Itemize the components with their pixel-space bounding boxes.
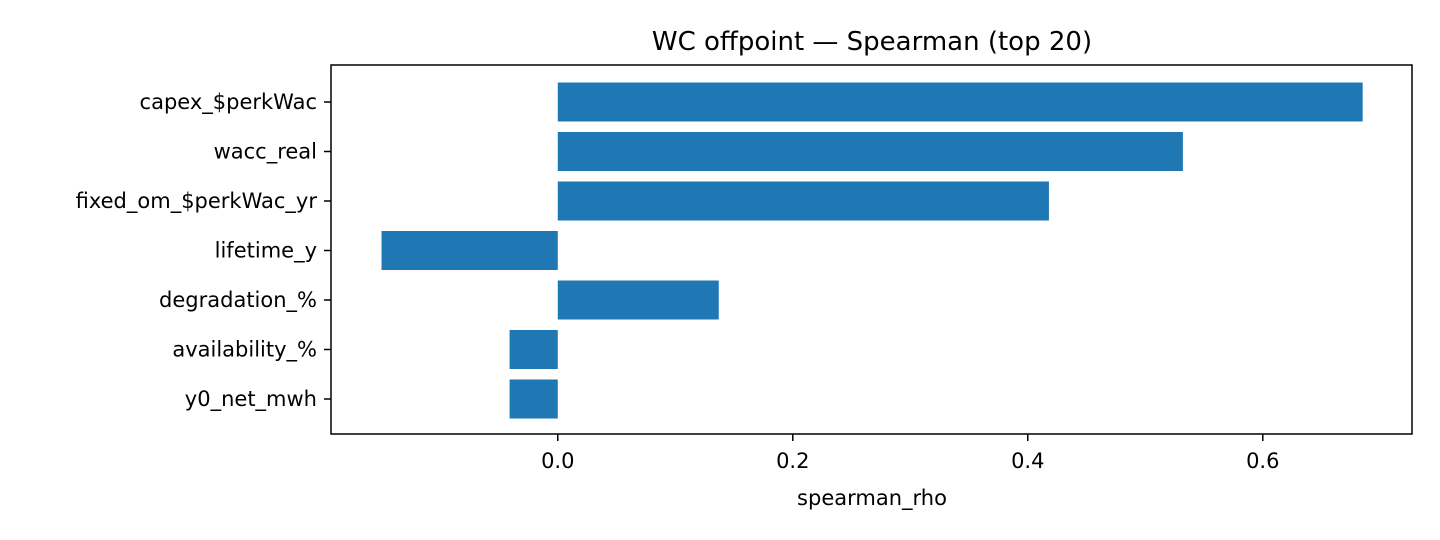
category-label: availability_% — [172, 338, 317, 363]
x-tick-label: 0.0 — [541, 449, 574, 473]
chart-title: WC offpoint — Spearman (top 20) — [652, 27, 1092, 57]
bar-2 — [557, 181, 1049, 221]
bars-group — [381, 82, 1363, 419]
category-label: lifetime_y — [215, 239, 317, 264]
plot-frame — [330, 64, 1413, 435]
x-axis-label: spearman_rho — [797, 486, 947, 511]
bar-4 — [557, 280, 719, 320]
category-label: wacc_real — [214, 140, 317, 165]
category-label: degradation_% — [159, 288, 317, 313]
category-label: y0_net_mwh — [185, 387, 317, 412]
bar-6 — [509, 379, 558, 419]
bar-5 — [509, 330, 558, 369]
category-label: fixed_om_$perkWac_yr — [76, 189, 318, 214]
x-tick-label: 0.2 — [776, 449, 809, 473]
bar-3 — [381, 231, 558, 270]
category-labels: capex_$perkWac wacc_real fixed_om_$perkWac… — [76, 90, 331, 412]
x-axis-ticks: 0.0 0.2 0.4 0.6 — [541, 434, 1279, 473]
category-label: capex_$perkWac — [140, 90, 317, 115]
x-tick-label: 0.6 — [1246, 449, 1279, 473]
x-tick-label: 0.4 — [1011, 449, 1044, 473]
bar-0 — [557, 82, 1363, 122]
bar-1 — [557, 132, 1183, 171]
